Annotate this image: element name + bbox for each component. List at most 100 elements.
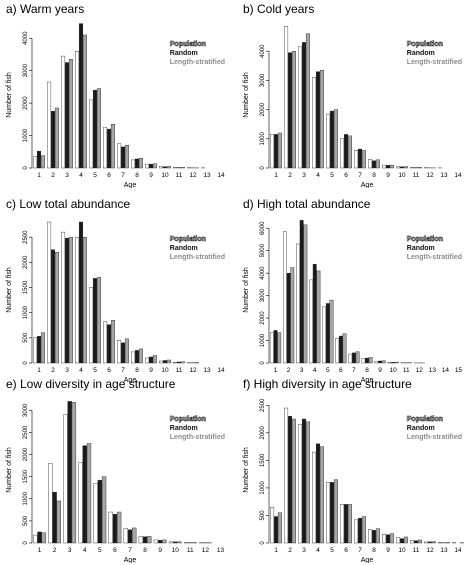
bar-random <box>106 128 112 169</box>
x-tick-label: 11 <box>187 547 194 554</box>
bar-length-stratified <box>132 527 137 544</box>
x-tick-label: 11 <box>176 367 183 374</box>
bar-population <box>270 134 275 169</box>
bar-length-stratified <box>431 541 436 544</box>
bar-population <box>284 407 289 544</box>
y-tick-label: 1000 <box>260 481 266 495</box>
x-tick-label: 14 <box>217 172 225 179</box>
bar-length-stratified <box>291 418 296 544</box>
chart-title: a) Warm years <box>6 2 85 16</box>
x-tick-label: 1 <box>38 547 42 554</box>
x-tick-label: 8 <box>372 172 376 179</box>
bar-length-stratified <box>68 59 73 169</box>
y-axis-label: Number of fish <box>6 447 13 493</box>
x-axis-label: Age <box>124 557 137 563</box>
bar-population <box>123 528 128 544</box>
bar-length-stratified <box>403 166 408 169</box>
x-tick-label: 13 <box>217 547 225 554</box>
x-tick-label: 6 <box>113 547 117 554</box>
bar-random <box>36 150 42 169</box>
bar-population <box>103 127 108 169</box>
bar-length-stratified <box>138 348 143 364</box>
x-tick-label: 8 <box>135 172 139 179</box>
bar-population <box>63 414 68 544</box>
bar-length-stratified <box>329 299 334 364</box>
bar-population <box>153 539 159 544</box>
x-tick-label: 4 <box>83 547 87 554</box>
bar-length-stratified <box>368 357 373 364</box>
y-tick-label: 2000 <box>260 425 266 439</box>
x-tick-label: 7 <box>358 547 362 554</box>
x-tick-label: 2 <box>51 172 55 179</box>
bar-random <box>82 445 87 544</box>
bar-chart: 0 1000 2000 3000 4000 5000 6000 Number of fish 1… <box>243 220 462 383</box>
x-tick-label: 10 <box>161 367 169 374</box>
y-tick-label: 2000 <box>23 96 29 110</box>
bar-random <box>273 330 278 364</box>
bar-random <box>385 534 391 544</box>
x-tick-label: 2 <box>51 367 55 374</box>
bar-random <box>385 165 391 169</box>
bar-population <box>173 167 178 169</box>
bar-length-stratified <box>194 362 199 364</box>
bar-random <box>286 272 291 364</box>
legend-random: Random <box>406 245 435 252</box>
y-tick-label: 500 <box>260 510 266 521</box>
legend-random: Random <box>406 425 435 432</box>
y-tick-label: 0 <box>23 361 29 365</box>
bar-length-stratified <box>333 479 338 544</box>
bar-population <box>424 541 429 544</box>
x-tick-label: 11 <box>176 172 183 179</box>
bar-length-stratified <box>389 533 394 544</box>
bar-length-stratified <box>162 539 167 544</box>
bar-random <box>427 541 433 544</box>
x-tick-label: 1 <box>37 172 41 179</box>
x-axis-label: Age <box>361 377 374 383</box>
bar-length-stratified <box>316 270 321 364</box>
bar-random <box>37 531 42 544</box>
x-tick-label: 1 <box>37 367 41 374</box>
legend-random: Random <box>169 245 198 252</box>
bar-random <box>413 540 419 544</box>
chart-title: e) Low diversity in age structure <box>6 377 176 391</box>
x-tick-label: 6 <box>339 367 343 374</box>
x-tick-label: 2 <box>287 367 291 374</box>
x-tick-label: 3 <box>302 172 306 179</box>
bar-random <box>399 166 405 169</box>
bar-random <box>64 62 70 169</box>
bar-random <box>142 536 148 544</box>
bar-random <box>162 360 168 364</box>
bar-population <box>284 26 289 169</box>
bar-population <box>75 51 80 169</box>
bar-random <box>120 146 126 169</box>
bar-random <box>273 134 279 169</box>
bar-length-stratified <box>124 145 129 169</box>
bar-length-stratified <box>152 355 157 364</box>
x-tick-label: 12 <box>189 172 197 179</box>
y-tick-label: 2000 <box>260 311 266 325</box>
bar-random <box>50 249 56 364</box>
x-tick-label: 4 <box>316 547 320 554</box>
bar-random <box>127 529 133 544</box>
y-axis-label: Number of fish <box>243 72 250 118</box>
x-tick-label: 7 <box>128 547 132 554</box>
bar-random <box>120 342 126 364</box>
bar-population <box>138 536 144 544</box>
legend-length-stratified: Length-stratified <box>406 434 462 441</box>
x-tick-label: 13 <box>429 367 437 374</box>
bar-random <box>64 237 70 364</box>
bar-length-stratified <box>375 528 380 544</box>
panel-d: d) High total abundance 0 1000 2000 3000 400… <box>237 195 474 383</box>
legend-random: Random <box>406 50 435 57</box>
x-tick-label: 11 <box>403 367 410 374</box>
x-tick-label: 9 <box>386 172 390 179</box>
bar-random <box>299 220 304 364</box>
bar-population <box>296 243 300 364</box>
legend-population: Population <box>406 41 443 49</box>
bar-length-stratified <box>56 500 62 544</box>
x-axis-label: Age <box>124 377 137 383</box>
bar-length-stratified <box>305 33 310 169</box>
x-tick-label: 5 <box>98 547 102 554</box>
